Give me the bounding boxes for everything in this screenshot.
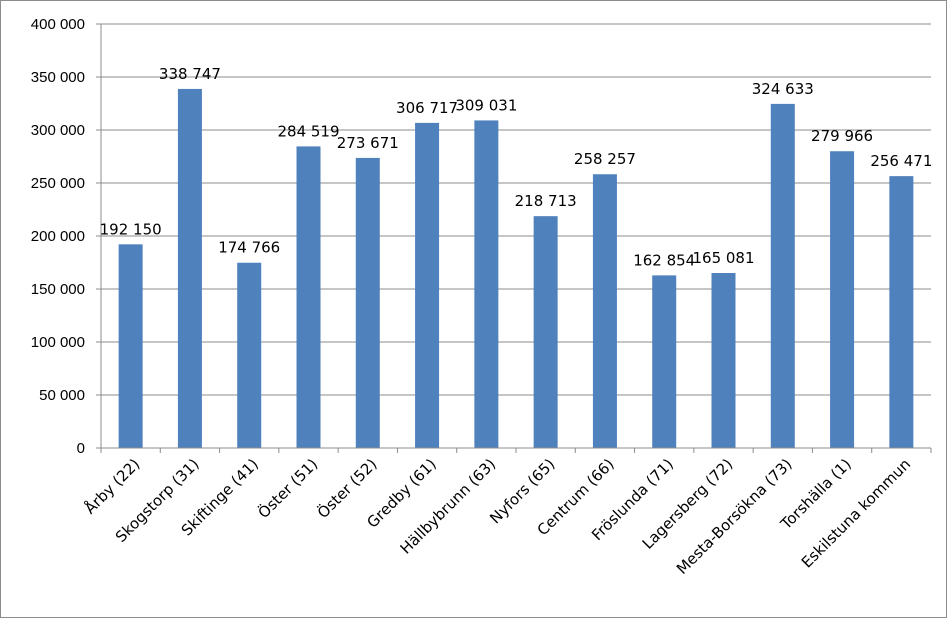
data-label: 258 257 (574, 150, 636, 168)
y-tick-label: 250 000 (31, 175, 85, 192)
y-tick-label: 200 000 (31, 228, 85, 245)
x-axis: Årby (22)Skogstorp (31)Skiftinge (41)Öst… (80, 447, 932, 578)
bar (296, 146, 321, 449)
bar (830, 151, 855, 449)
y-axis: 0 50 000 100 000 150 000 200 000 250 000 300 0… (31, 16, 102, 457)
data-label: 165 081 (692, 249, 754, 267)
y-tick-label: 400 000 (31, 16, 85, 33)
x-tick-label: Eskilstuna kommun (798, 455, 914, 571)
bar (355, 157, 380, 448)
bar (711, 273, 736, 448)
bar (118, 244, 143, 448)
y-tick-label: 150 000 (31, 281, 85, 298)
x-tick-label: Öster (51) (254, 454, 322, 522)
bar (533, 216, 558, 448)
data-label: 306 717 (396, 99, 458, 117)
data-label: 174 766 (218, 239, 280, 257)
data-label: 192 150 (100, 220, 162, 238)
data-label: 256 471 (870, 152, 932, 170)
data-label: 284 519 (277, 122, 339, 140)
bars (118, 88, 914, 449)
y-tick-label: 0 (77, 440, 85, 457)
x-tick-label: Mesta-Borsökna (73) (673, 455, 796, 578)
bar (177, 88, 202, 449)
bar (415, 122, 440, 449)
data-label: 309 031 (455, 96, 517, 114)
bar (889, 176, 914, 448)
x-tick-label: Årby (22) (80, 454, 143, 517)
bar (652, 275, 677, 448)
data-label: 273 671 (337, 134, 399, 152)
y-tick-label: 100 000 (31, 334, 85, 351)
bar (592, 174, 617, 449)
data-label: 338 747 (159, 65, 221, 83)
bar (237, 262, 262, 448)
bar (474, 120, 499, 449)
data-label: 218 713 (515, 192, 577, 210)
y-tick-label: 350 000 (31, 69, 85, 86)
y-tick-label: 50 000 (39, 387, 85, 404)
y-tick-label: 300 000 (31, 122, 85, 139)
data-label: 162 854 (633, 251, 695, 269)
data-label: 279 966 (811, 127, 873, 145)
data-label: 324 633 (752, 80, 814, 98)
bar (770, 103, 795, 448)
